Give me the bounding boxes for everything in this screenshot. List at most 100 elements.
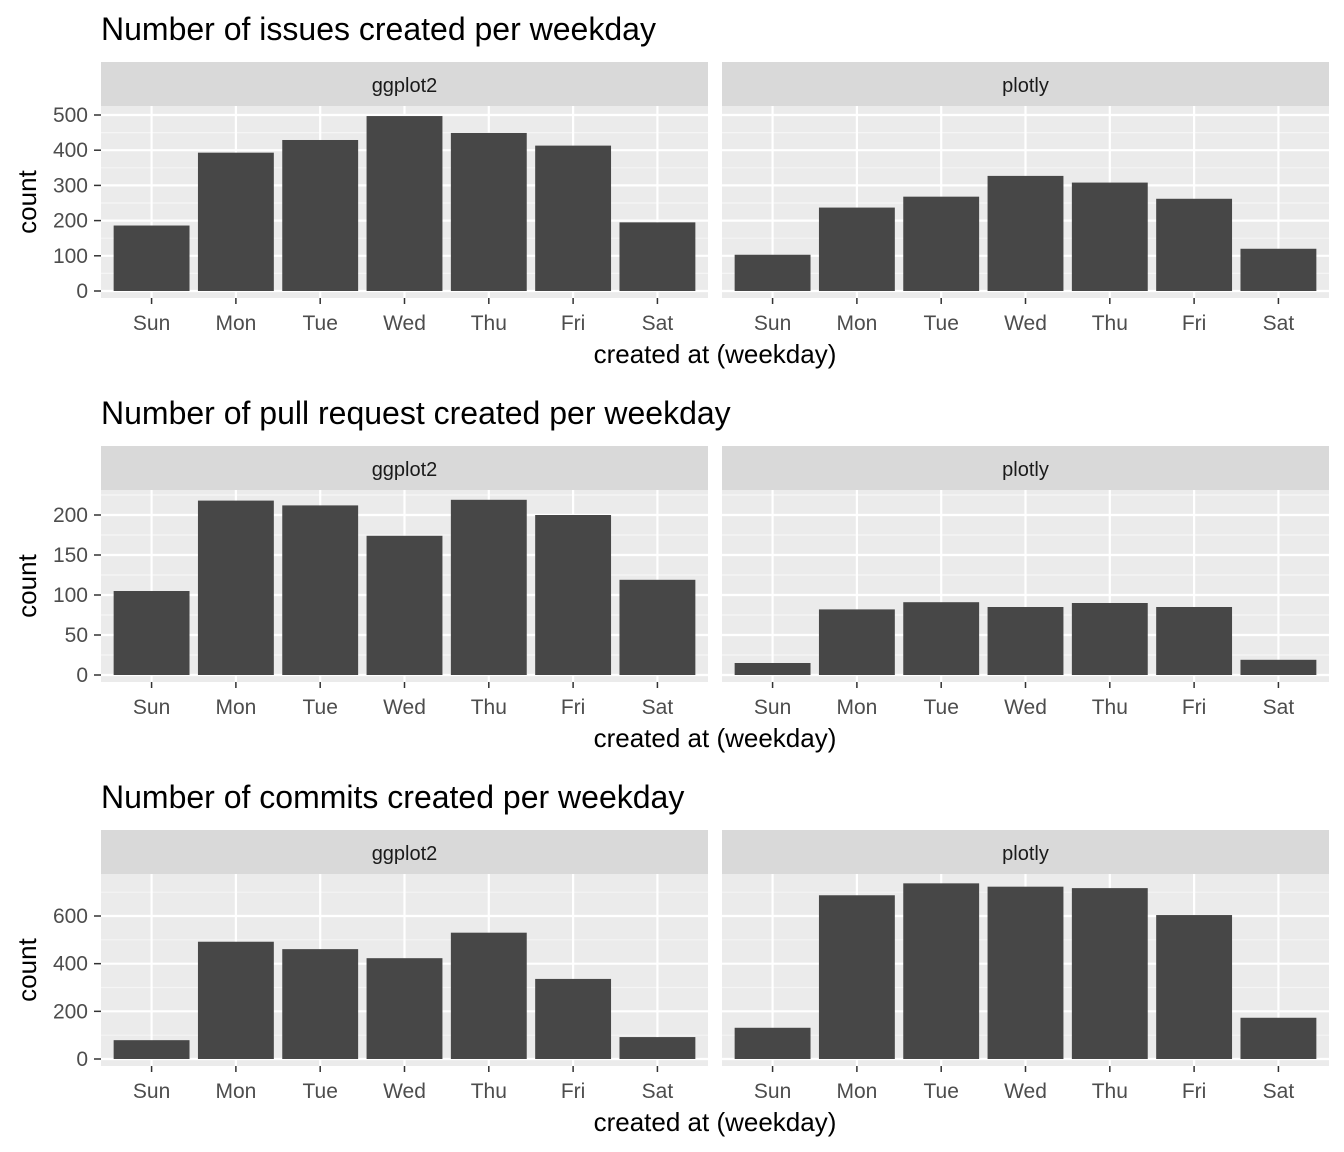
bar-ggplot2-sun	[113, 1040, 190, 1059]
x-tick-label: Thu	[471, 696, 507, 719]
x-tick-label: Tue	[302, 696, 337, 719]
bar-ggplot2-wed	[366, 535, 443, 675]
bar-plotly-wed	[987, 175, 1064, 291]
x-tick-label: Thu	[471, 1080, 507, 1103]
bar-plotly-thu	[1071, 182, 1148, 291]
facet-strip-label: plotly	[1002, 75, 1049, 97]
x-tick-label: Sun	[133, 312, 170, 335]
x-tick-label: Wed	[383, 1080, 426, 1103]
facet-strip	[101, 830, 708, 874]
x-tick-label: Mon	[215, 312, 256, 335]
y-tick-label: 200	[53, 504, 88, 527]
bar-ggplot2-mon	[197, 500, 274, 675]
x-tick-label: Fri	[561, 1080, 586, 1103]
bar-ggplot2-tue	[282, 139, 359, 291]
y-tick-label: 600	[53, 905, 88, 928]
bar-plotly-sat	[1240, 1017, 1317, 1059]
bar-ggplot2-sun	[113, 225, 190, 291]
bar-plotly-sun	[734, 1027, 811, 1059]
x-tick-label: Sat	[1263, 312, 1295, 335]
bar-plotly-tue	[903, 883, 980, 1059]
x-tick-label: Sun	[754, 312, 791, 335]
bar-plotly-thu	[1071, 888, 1148, 1059]
bar-plotly-sat	[1240, 659, 1317, 675]
y-tick-label: 0	[76, 1048, 88, 1071]
x-tick-label: Tue	[302, 1080, 337, 1103]
x-tick-label: Tue	[923, 1080, 958, 1103]
facet-strip-label: plotly	[1002, 459, 1049, 481]
facet-strip	[101, 446, 708, 490]
bar-plotly-tue	[903, 602, 980, 675]
facet-strip	[722, 62, 1329, 106]
x-tick-label: Sun	[754, 696, 791, 719]
x-tick-label: Mon	[215, 1080, 256, 1103]
bar-ggplot2-tue	[282, 505, 359, 675]
bar-plotly-wed	[987, 886, 1064, 1059]
bar-plotly-fri	[1156, 915, 1233, 1059]
x-tick-label: Wed	[383, 312, 426, 335]
y-axis-title: count	[12, 553, 42, 617]
x-tick-label: Sat	[642, 696, 674, 719]
x-tick-label: Sun	[133, 696, 170, 719]
bar-plotly-fri	[1156, 607, 1233, 675]
x-axis-title: created at (weekday)	[594, 723, 837, 753]
y-tick-label: 150	[53, 544, 88, 567]
facet-strip	[722, 446, 1329, 490]
facet-panel-ggplot2: ggplot2 Sun Mon Tue Wed Thu Fri Sat	[101, 62, 708, 335]
bar-plotly-mon	[818, 207, 895, 291]
bar-plotly-sun	[734, 663, 811, 675]
x-axis-title: created at (weekday)	[594, 1107, 837, 1137]
y-axis-title: count	[12, 169, 42, 233]
y-tick-label: 400	[53, 953, 88, 976]
facet-strip-label: ggplot2	[372, 75, 438, 97]
facet-strip-label: plotly	[1002, 843, 1049, 865]
facet-strip	[722, 830, 1329, 874]
bar-ggplot2-wed	[366, 958, 443, 1059]
chart-row-1: Number of issues created per weekday coun…	[12, 11, 1329, 369]
x-tick-label: Thu	[471, 312, 507, 335]
bar-ggplot2-fri	[535, 978, 612, 1059]
y-tick-label: 0	[76, 664, 88, 687]
bar-ggplot2-tue	[282, 949, 359, 1059]
bar-plotly-sat	[1240, 248, 1317, 291]
x-tick-label: Sat	[642, 312, 674, 335]
x-tick-label: Tue	[923, 312, 958, 335]
bar-plotly-sun	[734, 254, 811, 291]
x-tick-label: Sat	[1263, 1080, 1295, 1103]
y-tick-label: 400	[53, 139, 88, 162]
chart-title: Number of commits created per weekday	[101, 779, 684, 815]
x-tick-label: Thu	[1092, 1080, 1128, 1103]
x-tick-label: Mon	[836, 312, 877, 335]
x-tick-label: Fri	[1182, 1080, 1207, 1103]
bar-ggplot2-thu	[450, 932, 527, 1059]
bar-ggplot2-thu	[450, 499, 527, 675]
bar-ggplot2-wed	[366, 116, 443, 291]
facet-panel-ggplot2: ggplot2 Sun Mon Tue Wed Thu Fri Sat	[101, 446, 708, 719]
bar-ggplot2-sat	[619, 222, 696, 291]
x-tick-label: Thu	[1092, 696, 1128, 719]
facet-panel-plotly: plotly Sun Mon Tue Wed Thu Fri Sat	[722, 62, 1329, 335]
facet-panel-ggplot2: ggplot2 Sun Mon Tue Wed Thu Fri Sat	[101, 830, 708, 1103]
y-tick-label: 100	[53, 245, 88, 268]
facet-strip-label: ggplot2	[372, 843, 438, 865]
y-tick-label: 0	[76, 280, 88, 303]
x-tick-label: Sat	[1263, 696, 1295, 719]
y-tick-label: 500	[53, 104, 88, 127]
bar-ggplot2-sat	[619, 579, 696, 675]
x-tick-label: Fri	[1182, 312, 1207, 335]
facet-panel-plotly: plotly Sun Mon Tue Wed Thu Fri Sat	[722, 446, 1329, 719]
bar-ggplot2-sat	[619, 1037, 696, 1059]
bar-plotly-thu	[1071, 603, 1148, 675]
x-tick-label: Thu	[1092, 312, 1128, 335]
bar-ggplot2-mon	[197, 152, 274, 291]
x-tick-label: Fri	[561, 312, 586, 335]
bar-ggplot2-fri	[535, 145, 612, 291]
bar-plotly-mon	[818, 609, 895, 675]
x-tick-label: Mon	[836, 696, 877, 719]
bar-ggplot2-fri	[535, 515, 612, 675]
x-tick-label: Sun	[754, 1080, 791, 1103]
bar-plotly-fri	[1156, 198, 1233, 291]
bar-plotly-mon	[818, 895, 895, 1059]
x-axis-title: created at (weekday)	[594, 339, 837, 369]
